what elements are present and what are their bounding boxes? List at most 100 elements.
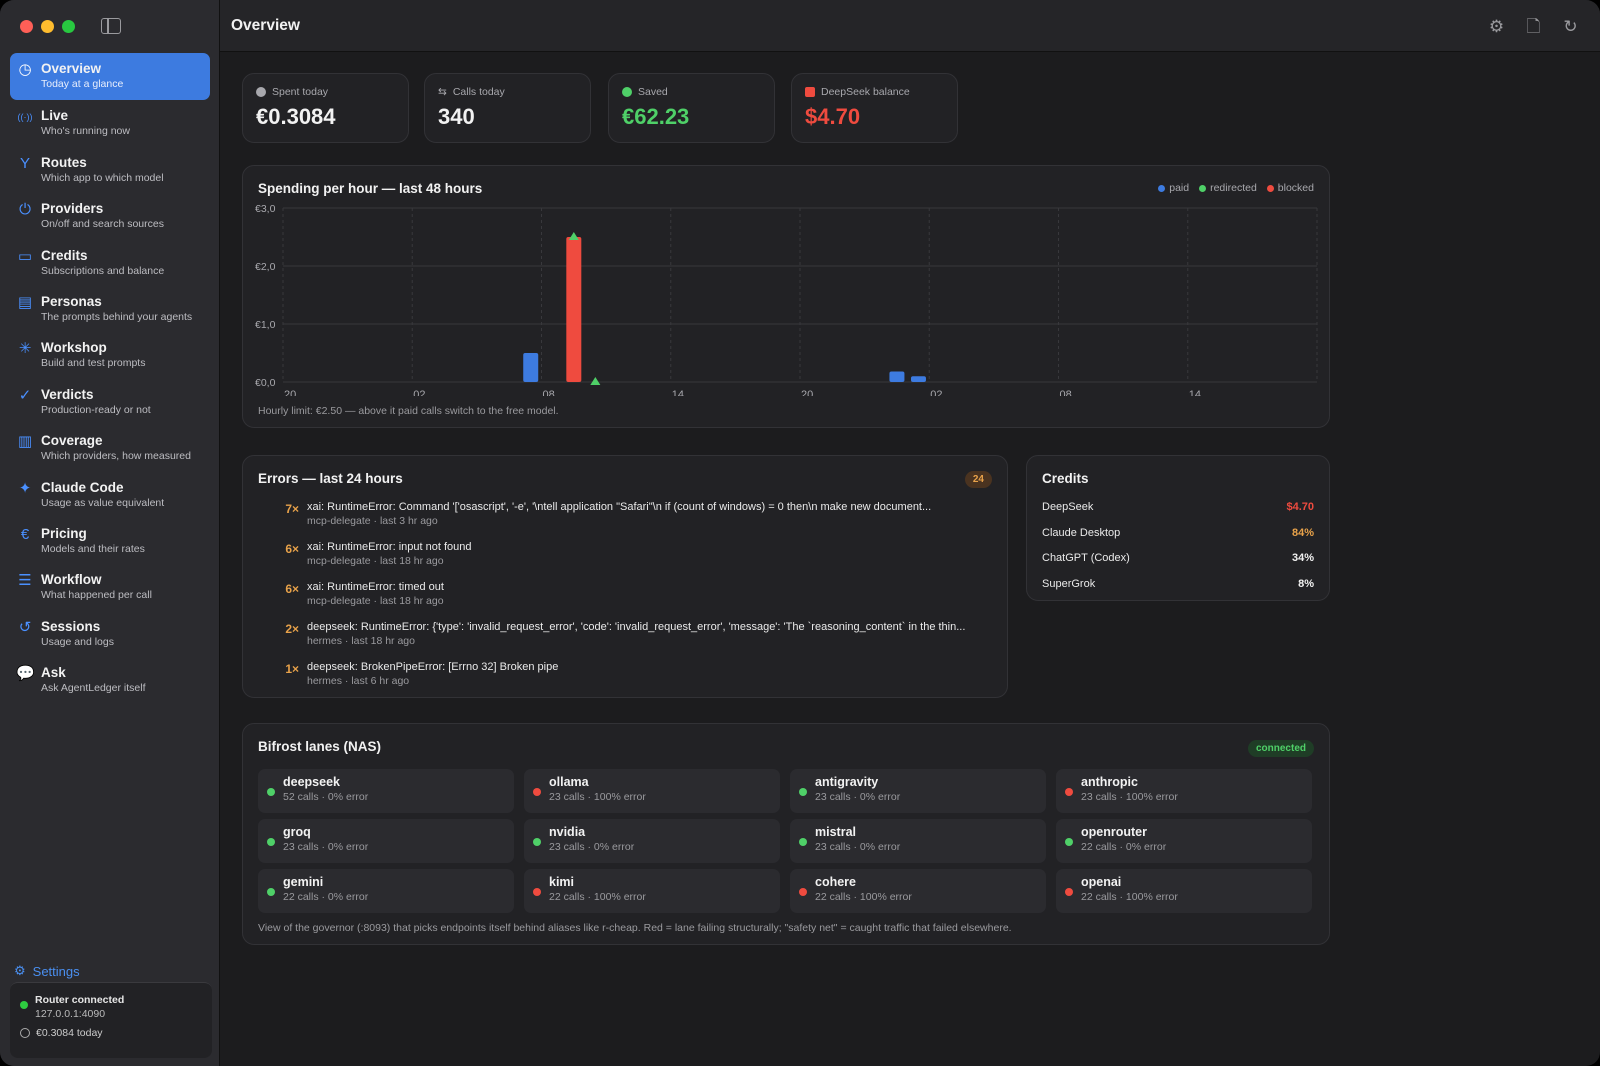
minimize-window-button[interactable]: [41, 20, 54, 33]
sidebar-item-label: Overview: [41, 61, 102, 76]
close-window-button[interactable]: [20, 20, 33, 33]
bifrost-lanes-card: Bifrost lanes (NAS) connected deepseek 52…: [242, 723, 1330, 945]
lane-kimi[interactable]: kimi 22 calls · 100% error: [524, 869, 780, 913]
error-item[interactable]: 7× xai: RuntimeError: Command '['osascrip…: [273, 500, 992, 540]
lane-name: deepseek: [283, 775, 340, 789]
sidebar-item-label: Providers: [41, 201, 104, 217]
lane-nvidia[interactable]: nvidia 23 calls · 0% error: [524, 819, 780, 863]
credit-card-icon: ▭: [17, 247, 33, 265]
lane-stats: 22 calls · 0% error: [1081, 841, 1167, 853]
sidebar-item-credits[interactable]: ▭ Credits Subscriptions and balance: [10, 240, 210, 286]
toolbar: Overview ⚙ 🗋 ↻: [220, 0, 1600, 52]
lane-antigravity[interactable]: antigravity 23 calls · 0% error: [790, 769, 1046, 813]
power-icon: ⏻: [19, 201, 31, 219]
sidebar-item-verdicts[interactable]: ✓ Verdicts Production-ready or not: [10, 379, 210, 425]
lane-stats: 22 calls · 100% error: [549, 891, 646, 903]
gear-icon[interactable]: ⚙: [1488, 17, 1505, 36]
lane-deepseek[interactable]: deepseek 52 calls · 0% error: [258, 769, 514, 813]
legend-label: blocked: [1277, 182, 1314, 194]
sidebar-item-subtitle: Production-ready or not: [41, 403, 151, 416]
credit-name: DeepSeek: [1042, 501, 1094, 513]
error-meta: hermes · last 18 hr ago: [307, 635, 415, 647]
sidebar-item-subtitle: Models and their rates: [41, 542, 145, 555]
refresh-icon[interactable]: ↻: [1563, 17, 1578, 36]
sidebar-item-coverage[interactable]: ▥ Coverage Which providers, how measured: [10, 425, 210, 471]
sidebar-item-claude-code[interactable]: ✦ Claude Code Usage as value equivalent: [10, 472, 210, 518]
lane-name: openai: [1081, 875, 1122, 889]
error-item[interactable]: 6× xai: RuntimeError: timed out mcp-delega…: [273, 580, 992, 620]
sidebar-item-subtitle: Who's running now: [41, 125, 130, 138]
stat-label-text: Saved: [638, 86, 668, 98]
sidebar-item-ask[interactable]: 💬 Ask Ask AgentLedger itself: [10, 657, 210, 703]
error-item[interactable]: 1× deepseek: BrokenPipeError: [Errno 32] …: [273, 660, 992, 700]
broadcast-icon: ((·)): [17, 112, 33, 123]
errors-title: Errors — last 24 hours: [258, 471, 403, 486]
status-dot-icon: [267, 838, 275, 846]
sidebar-item-live[interactable]: ((·)) Live Who's running now: [10, 100, 210, 146]
lanes-title: Bifrost lanes (NAS): [258, 739, 382, 754]
error-item[interactable]: 2× deepseek: RuntimeError: {'type': 'inva…: [273, 620, 992, 660]
checkmark-seal-icon: ✓: [18, 386, 32, 404]
lane-stats: 23 calls · 0% error: [549, 841, 635, 853]
status-dot-icon: [533, 888, 541, 896]
stat-value: $4.70: [805, 104, 861, 129]
sidebar-item-label: Claude Code: [41, 479, 124, 495]
legend-dot-icon: [1199, 184, 1207, 192]
lane-ollama[interactable]: ollama 23 calls · 100% error: [524, 769, 780, 813]
lane-stats: 22 calls · 0% error: [283, 891, 369, 903]
connection-status-badge: connected: [1247, 740, 1314, 757]
sidebar-item-personas[interactable]: ▤ Personas The prompts behind your agents: [10, 286, 210, 332]
sidebar-item-pricing[interactable]: € Pricing Models and their rates: [10, 518, 210, 564]
page-title: Overview: [231, 17, 300, 34]
sidebar-item-label: Live: [41, 108, 69, 124]
lane-stats: 23 calls · 0% error: [283, 841, 369, 853]
lanes-note: View of the governor (:8093) that picks …: [258, 922, 1012, 934]
error-meta: mcp-delegate · last 3 hr ago: [307, 515, 438, 527]
sidebar-item-overview[interactable]: ◷ Overview Today at a glance: [10, 53, 210, 100]
lane-stats: 23 calls · 0% error: [815, 791, 901, 803]
bar-paid: [523, 353, 539, 382]
sparkle-icon: ✳: [18, 340, 32, 358]
status-dot-icon: [1065, 888, 1073, 896]
x-tick-label: 20: [284, 389, 296, 396]
gear-icon: ⚙: [14, 963, 26, 978]
lane-name: openrouter: [1081, 825, 1147, 839]
sidebar-item-label: Personas: [41, 293, 102, 309]
stat-label: ⇆ Calls today: [438, 86, 577, 98]
sidebar-toggle-icon[interactable]: [101, 18, 121, 34]
lane-openai[interactable]: openai 22 calls · 100% error: [1056, 869, 1312, 913]
sidebar-item-label: Ask: [41, 665, 66, 681]
zoom-window-button[interactable]: [62, 20, 75, 33]
lane-groq[interactable]: groq 23 calls · 0% error: [258, 819, 514, 863]
marker-redirected: [590, 377, 601, 385]
lane-anthropic[interactable]: anthropic 23 calls · 100% error: [1056, 769, 1312, 813]
error-item[interactable]: 6× xai: RuntimeError: input not found mcp-…: [273, 540, 992, 580]
fork-icon: Y: [19, 154, 30, 172]
chart-note: Hourly limit: €2.50 — above it paid call…: [258, 405, 559, 417]
lane-cohere[interactable]: cohere 22 calls · 100% error: [790, 869, 1046, 913]
lane-stats: 22 calls · 100% error: [1081, 891, 1178, 903]
credit-row: DeepSeek $4.70: [1042, 501, 1314, 527]
sidebar-item-workshop[interactable]: ✳ Workshop Build and test prompts: [10, 332, 210, 378]
sidebar-item-subtitle: On/off and search sources: [41, 218, 164, 231]
error-body: deepseek: BrokenPipeError: [Errno 32] Br…: [307, 660, 987, 700]
error-message: deepseek: RuntimeError: {'type': 'invali…: [307, 621, 966, 633]
lane-openrouter[interactable]: openrouter 22 calls · 0% error: [1056, 819, 1312, 863]
lane-gemini[interactable]: gemini 22 calls · 0% error: [258, 869, 514, 913]
stat-label-text: DeepSeek balance: [821, 86, 910, 98]
sidebar-item-routes[interactable]: Y Routes Which app to which model: [10, 147, 210, 193]
sidebar-item-sessions[interactable]: ↺ Sessions Usage and logs: [10, 611, 210, 657]
lane-mistral[interactable]: mistral 23 calls · 0% error: [790, 819, 1046, 863]
credit-value: 34%: [1291, 552, 1314, 564]
sidebar-item-providers[interactable]: ⏻ Providers On/off and search sources: [10, 193, 210, 239]
sidebar-item-label: Credits: [41, 247, 88, 263]
sidebar-item-subtitle: What happened per call: [41, 589, 152, 602]
status-dot-icon: [533, 788, 541, 796]
router-status-title: Router connected: [35, 994, 125, 1006]
marker-redirected: [568, 232, 579, 240]
lane-name: mistral: [815, 825, 856, 839]
credit-name: Claude Desktop: [1042, 526, 1121, 539]
sidebar-item-workflow[interactable]: ☰ Workflow What happened per call: [10, 564, 210, 610]
settings-link[interactable]: ⚙ Settings: [14, 963, 80, 979]
document-icon[interactable]: 🗋: [1526, 17, 1541, 36]
